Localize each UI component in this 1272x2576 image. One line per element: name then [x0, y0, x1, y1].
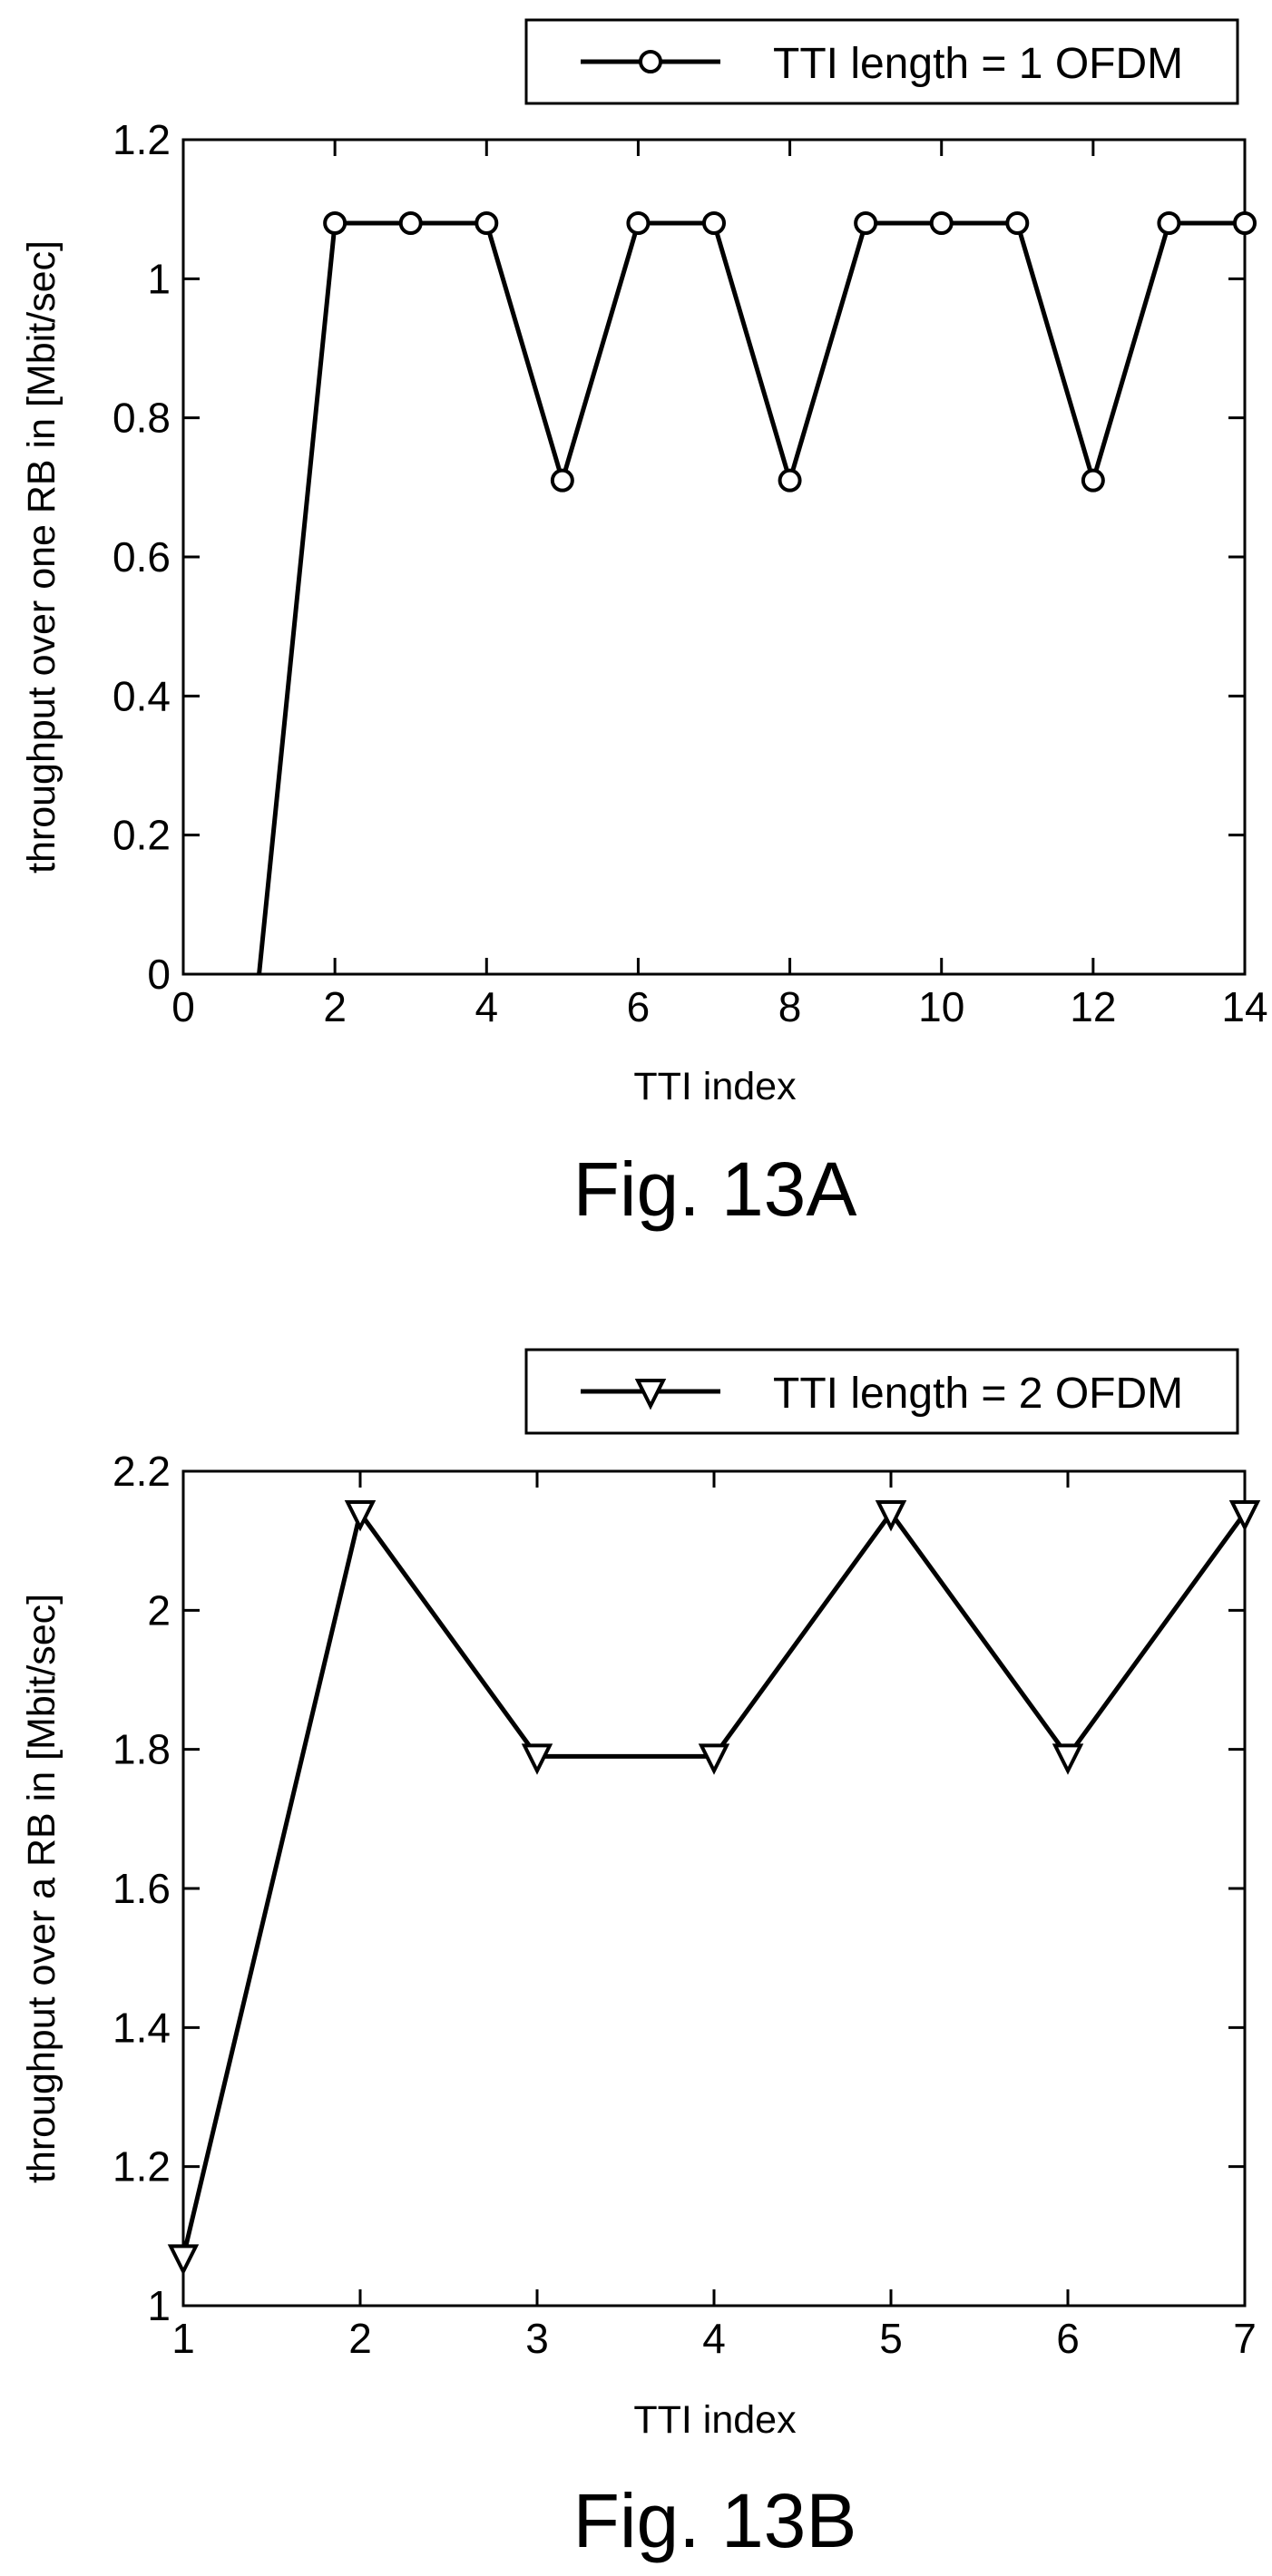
- x-tick-label-13a: 14: [1221, 983, 1267, 1030]
- data-point-13a: [1005, 211, 1030, 235]
- series-line-13a: [257, 220, 1245, 975]
- x-tick-label-13b: 6: [1056, 2315, 1080, 2362]
- y-axis-title-13b: throughput over a RB in [Mbit/sec]: [20, 1594, 64, 2183]
- y-tick-label-13b: 1: [147, 2282, 171, 2329]
- chart-13b: TTI length = 2 OFDM 1 2 3 4 5 6 7 1 1.2 1.4 1.6 1.8…: [20, 1348, 1261, 2563]
- x-axis-title-13b: TTI index: [633, 2398, 797, 2442]
- x-tick-label-13a: 0: [171, 983, 195, 1030]
- data-point-13a: [854, 211, 878, 235]
- legend-marker-13a: [639, 50, 662, 73]
- y-tick-label-13a: 0.8: [113, 395, 171, 442]
- x-tick-label-13a: 4: [475, 983, 498, 1030]
- y-tick-label-13a: 0.2: [113, 812, 171, 859]
- y-tick-label-13b: 1.4: [113, 2004, 171, 2051]
- y-tick-label-13a: 0.4: [113, 672, 171, 719]
- data-point-13a: [1081, 468, 1105, 493]
- legend-13b-sample: [581, 1379, 720, 1410]
- data-point-13b: [167, 2244, 200, 2276]
- x-axis-title-13a: TTI index: [633, 1065, 797, 1108]
- series-line-13b: [181, 1508, 1248, 2258]
- x-tick-label-13b: 2: [348, 2315, 372, 2362]
- x-tick-label-13b: 3: [525, 2315, 549, 2362]
- x-tick-label-13b: 4: [702, 2315, 726, 2362]
- data-point-13a: [475, 211, 499, 235]
- y-tick-label-13b: 2: [147, 1586, 171, 1634]
- legend-13a-sample: [581, 50, 720, 73]
- y-tick-label-13a: 0: [147, 951, 171, 998]
- legend-13a-label: TTI length = 1 OFDM: [773, 40, 1183, 88]
- data-point-13b: [1228, 1500, 1261, 1532]
- x-tick-label-13b: 5: [879, 2315, 903, 2362]
- series-13b: [167, 1500, 1261, 2276]
- caption-13a: Fig. 13A: [573, 1147, 857, 1232]
- chart-13a: TTI length = 1 OFDM 0 2 4 6 8 10 12 14 0 0.2 0.4 0.…: [20, 18, 1268, 1232]
- data-point-13b: [698, 1743, 730, 1775]
- legend-marker-13b: [634, 1379, 667, 1410]
- data-point-13b: [521, 1743, 553, 1775]
- y-tick-label-13b: 1.8: [113, 1726, 171, 1773]
- legend-13b-label: TTI length = 2 OFDM: [773, 1370, 1183, 1418]
- data-point-13a: [702, 211, 726, 235]
- y-axis-title-13a: throughput over one RB in [Mbit/sec]: [20, 240, 64, 873]
- x-tick-label-13a: 6: [627, 983, 651, 1030]
- y-tick-label-13a: 1.2: [113, 116, 171, 163]
- x-tick-label-13a: 10: [918, 983, 964, 1030]
- data-point-13b: [875, 1500, 907, 1532]
- x-tick-label-13b: 1: [171, 2315, 195, 2362]
- data-point-13a: [778, 468, 802, 493]
- ticks-13a: 0 2 4 6 8 10 12 14 0 0.2 0.4 0.6 0.8 1 1.2: [113, 116, 1268, 1030]
- x-tick-label-13a: 2: [323, 983, 347, 1030]
- y-tick-label-13b: 2.2: [113, 1448, 171, 1495]
- caption-13b: Fig. 13B: [573, 2478, 857, 2563]
- data-point-13a: [550, 468, 574, 493]
- y-tick-label-13a: 1: [147, 255, 171, 302]
- data-point-13a: [929, 211, 954, 235]
- x-tick-label-13a: 8: [778, 983, 802, 1030]
- x-tick-label-13b: 7: [1233, 2315, 1257, 2362]
- data-point-13a: [1233, 211, 1257, 235]
- y-tick-label-13b: 1.2: [113, 2143, 171, 2191]
- data-point-13a: [398, 211, 423, 235]
- data-point-13a: [323, 211, 347, 235]
- x-tick-label-13a: 12: [1070, 983, 1116, 1030]
- plot-area-13a: [181, 138, 1247, 976]
- data-point-13a: [626, 211, 651, 235]
- data-point-13a: [1157, 211, 1181, 235]
- data-point-13b: [1052, 1743, 1084, 1775]
- ticks-13b: 1 2 3 4 5 6 7 1 1.2 1.4 1.6 1.8 2 2.2: [113, 1448, 1257, 2362]
- series-13a: [257, 211, 1257, 975]
- y-tick-label-13b: 1.6: [113, 1865, 171, 1912]
- data-point-13b: [344, 1500, 377, 1532]
- y-tick-label-13a: 0.6: [113, 533, 171, 581]
